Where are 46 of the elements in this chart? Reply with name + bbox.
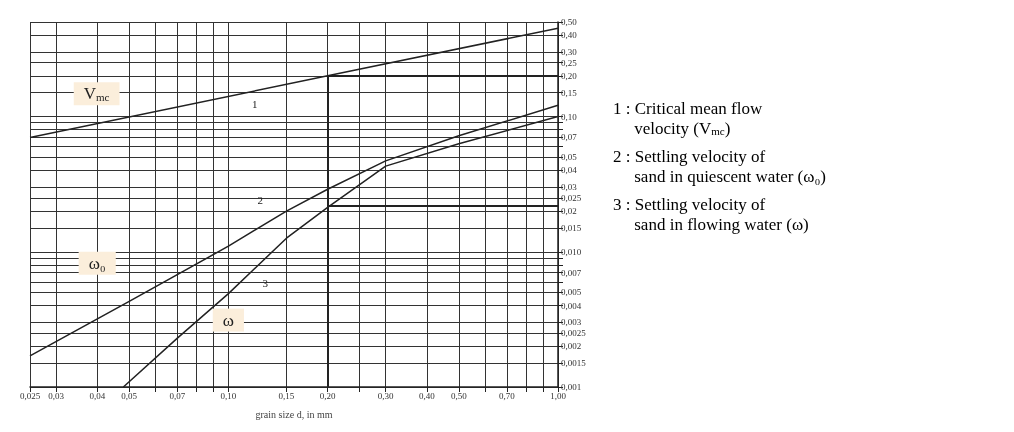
y-tick-label: 0,50: [561, 17, 578, 27]
x-tick-label: 0,05: [121, 390, 138, 401]
text: 1 : Critical mean flow velocity (Vmc): [613, 99, 763, 138]
x-tick-label: 0,15: [278, 390, 295, 401]
y-tick-label: 0,10: [561, 111, 578, 122]
y-tick-label: 0,25: [561, 57, 578, 68]
y-tick-label: 0,004: [561, 300, 582, 311]
x-tick-label: 0,10: [220, 390, 237, 401]
x-tick-label: 1,00: [550, 390, 567, 401]
y-tick-label: 0,30: [561, 47, 578, 57]
y-tick-label: 0,03: [561, 182, 578, 193]
y-tick-label: 0,001: [561, 382, 582, 392]
y-tick-label: 0,05: [561, 152, 578, 163]
y-tick-label: 0,010: [561, 246, 582, 257]
annotation: 3: [262, 277, 269, 290]
text: 3 : Settling velocity of sand in flowing water (ω): [613, 195, 809, 234]
y-tick-label: 0,40: [561, 30, 578, 41]
y-tick-label: 0,07: [561, 132, 578, 143]
y-tick-label: 0,005: [561, 287, 582, 298]
y-tick-label: 0,02: [561, 206, 577, 217]
y-tick-label: 0,0025: [561, 328, 587, 339]
y-tick-label: 0,20: [561, 70, 578, 81]
annotation: 2: [257, 194, 263, 207]
x-tick-label: 0,30: [377, 390, 395, 401]
x-tick-label: 0,20: [319, 390, 337, 401]
x-tick-label: 0,07: [169, 390, 186, 401]
series-label: Vmc: [83, 84, 110, 104]
y-tick-label: 0,15: [561, 87, 578, 98]
x-tick-label: 0,03: [48, 390, 65, 401]
x-tick-label: 0,04: [89, 390, 106, 401]
y-tick-label: 0,0015: [561, 358, 587, 369]
x-tick-label: 0,70: [499, 390, 516, 401]
annotation: 1: [251, 97, 258, 110]
text: 2 : Settling velocity of sand in quiescent water (ω₀): [613, 147, 827, 186]
y-tick-label: 0,003: [561, 317, 582, 328]
series-label: ω: [222, 310, 234, 330]
y-tick-label: 0,007: [561, 267, 582, 278]
x-tick-label: 0,025: [19, 390, 41, 401]
x-axis-title: grain size d, in mm: [255, 408, 333, 420]
y-tick-label: 0,002: [561, 341, 582, 352]
text: ω₀: [88, 253, 106, 273]
x-tick-label: 0,50: [450, 390, 468, 401]
x-tick-label: 0,40: [418, 390, 436, 401]
y-tick-label: 0,04: [561, 165, 578, 176]
y-tick-label: 0,025: [561, 192, 582, 203]
y-tick-label: 0,015: [561, 222, 582, 233]
